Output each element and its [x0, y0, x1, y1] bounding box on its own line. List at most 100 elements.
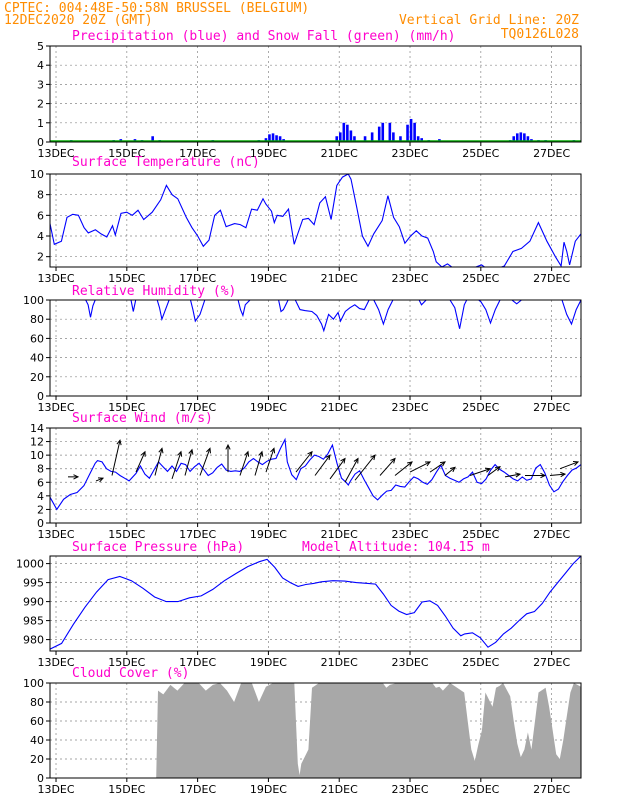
wind-arrow-head	[307, 450, 313, 457]
plot-area	[50, 437, 581, 511]
temperature-line	[50, 174, 581, 267]
x-tick-label: 27DEC	[533, 272, 570, 285]
x-tick-label: 13DEC	[37, 783, 74, 796]
precipitation-bar	[338, 132, 342, 142]
x-tick-label: 21DEC	[321, 783, 358, 796]
x-tick-label: 27DEC	[533, 147, 570, 160]
x-tick-label: 19DEC	[250, 656, 287, 669]
x-tick-label: 21DEC	[321, 656, 358, 669]
wind-arrow-shaft	[549, 473, 566, 476]
wind-arrow-head	[73, 474, 80, 480]
pressure-panel: Surface Pressure (hPa) Model Altitude: 1…	[16, 540, 582, 669]
wind-arrow-head	[353, 457, 359, 464]
precipitation-bar	[392, 132, 395, 142]
wind-arrow-shaft	[295, 451, 313, 473]
plot-area	[50, 118, 581, 142]
y-tick-label: 40	[30, 734, 44, 747]
x-tick-label: 15DEC	[108, 783, 145, 796]
wind-arrow-head	[439, 461, 446, 467]
precipitation-bar	[278, 136, 282, 142]
y-tick-label: 0	[37, 517, 44, 530]
x-tick-label: 19DEC	[250, 147, 287, 160]
wind-arrow-shaft	[559, 461, 579, 470]
wind-arrow-head	[540, 472, 547, 479]
y-tick-label: 3	[37, 78, 44, 91]
y-tick-label: 12	[30, 436, 44, 449]
precipitation-bar	[335, 136, 339, 142]
wind-arrow-head	[572, 460, 580, 466]
x-tick-label: 19DEC	[250, 783, 287, 796]
humidity-title: Relative Humidity (%)	[72, 284, 236, 299]
precipitation-bar	[381, 122, 385, 142]
temperature-panel: Surface Temperature (nC) 13DEC 15DEC 17DEC…	[30, 155, 582, 285]
wind-arrow-shaft	[171, 451, 182, 480]
plot-frame	[49, 555, 582, 652]
x-tick-label: 25DEC	[462, 401, 499, 414]
y-tick-label: 4	[37, 490, 44, 503]
precipitation-bar	[264, 138, 268, 142]
x-tick-label: 13DEC	[37, 656, 74, 669]
x-tick-label: 19DEC	[250, 272, 287, 285]
y-tick-label: 60	[30, 332, 44, 345]
x-tick-label: 21DEC	[321, 528, 358, 541]
x-tick-label: 21DEC	[321, 272, 358, 285]
x-tick-label: 17DEC	[179, 147, 216, 160]
wind-arrow-shaft	[409, 461, 431, 473]
wind-arrow-shaft	[504, 473, 521, 478]
x-tick-label: 13DEC	[37, 147, 74, 160]
y-tick-label: 0	[37, 772, 44, 785]
y-tick-label: 40	[30, 352, 44, 365]
x-tick-label: 17DEC	[179, 272, 216, 285]
wind-arrow-shaft	[444, 466, 456, 476]
y-tick-label: 10	[30, 168, 44, 181]
wind-arrow-head	[494, 465, 501, 472]
wind-arrow-head	[244, 450, 250, 457]
wind-arrow-head	[116, 439, 122, 446]
pressure-line	[50, 556, 581, 650]
precipitation-bar	[416, 136, 420, 142]
model-altitude-label: Model Altitude: 104.15 m	[302, 540, 490, 555]
precipitation-bar	[515, 133, 519, 142]
precipitation-bar	[363, 136, 367, 142]
wind-arrow-head	[484, 467, 492, 473]
x-tick-label: 17DEC	[179, 401, 216, 414]
precipitation-panel: Precipitation (blue) and Snow Fall (gree…	[37, 29, 582, 160]
x-tick-label: 17DEC	[179, 783, 216, 796]
y-tick-label: 1	[37, 117, 44, 130]
wind-arrow-shaft	[111, 440, 121, 476]
wind-arrow-shaft	[135, 451, 146, 473]
precipitation-bar	[420, 138, 423, 142]
wind-arrow-head	[158, 447, 164, 454]
x-tick-label: 19DEC	[250, 528, 287, 541]
wind-arrow-head	[270, 447, 276, 454]
y-tick-label: 20	[30, 371, 44, 384]
precipitation-bar	[399, 136, 402, 142]
y-tick-label: 100	[23, 677, 44, 690]
wind-arrow-shaft	[344, 458, 359, 483]
wind-arrow-head	[370, 454, 376, 461]
precipitation-bar	[271, 133, 275, 142]
y-tick-label: 6	[37, 209, 44, 222]
x-tick-label: 15DEC	[108, 272, 145, 285]
x-tick-label: 13DEC	[37, 528, 74, 541]
precipitation-bar	[406, 124, 409, 142]
wind-panel: Surface Wind (m/s) 13DEC 15DEC 17DEC 19DEC 2…	[30, 411, 582, 541]
y-tick-label: 6	[37, 476, 44, 489]
x-tick-label: 19DEC	[250, 401, 287, 414]
wind-title: Surface Wind (m/s)	[72, 411, 213, 426]
plot-frame	[49, 173, 582, 268]
y-tick-label: 80	[30, 313, 44, 326]
plot-frame	[49, 299, 582, 397]
x-tick-label: 15DEC	[108, 147, 145, 160]
wind-arrow-shaft	[199, 448, 211, 476]
precipitation-bar	[268, 134, 271, 142]
x-tick-label: 21DEC	[321, 401, 358, 414]
precipitation-bar	[346, 124, 349, 142]
y-tick-label: 20	[30, 753, 44, 766]
x-tick-label: 23DEC	[391, 656, 428, 669]
x-tick-label: 17DEC	[179, 528, 216, 541]
wind-arrow-head	[560, 471, 567, 478]
x-tick-label: 25DEC	[462, 783, 499, 796]
wind-speed-line	[50, 437, 581, 511]
x-tick-label: 23DEC	[391, 401, 428, 414]
